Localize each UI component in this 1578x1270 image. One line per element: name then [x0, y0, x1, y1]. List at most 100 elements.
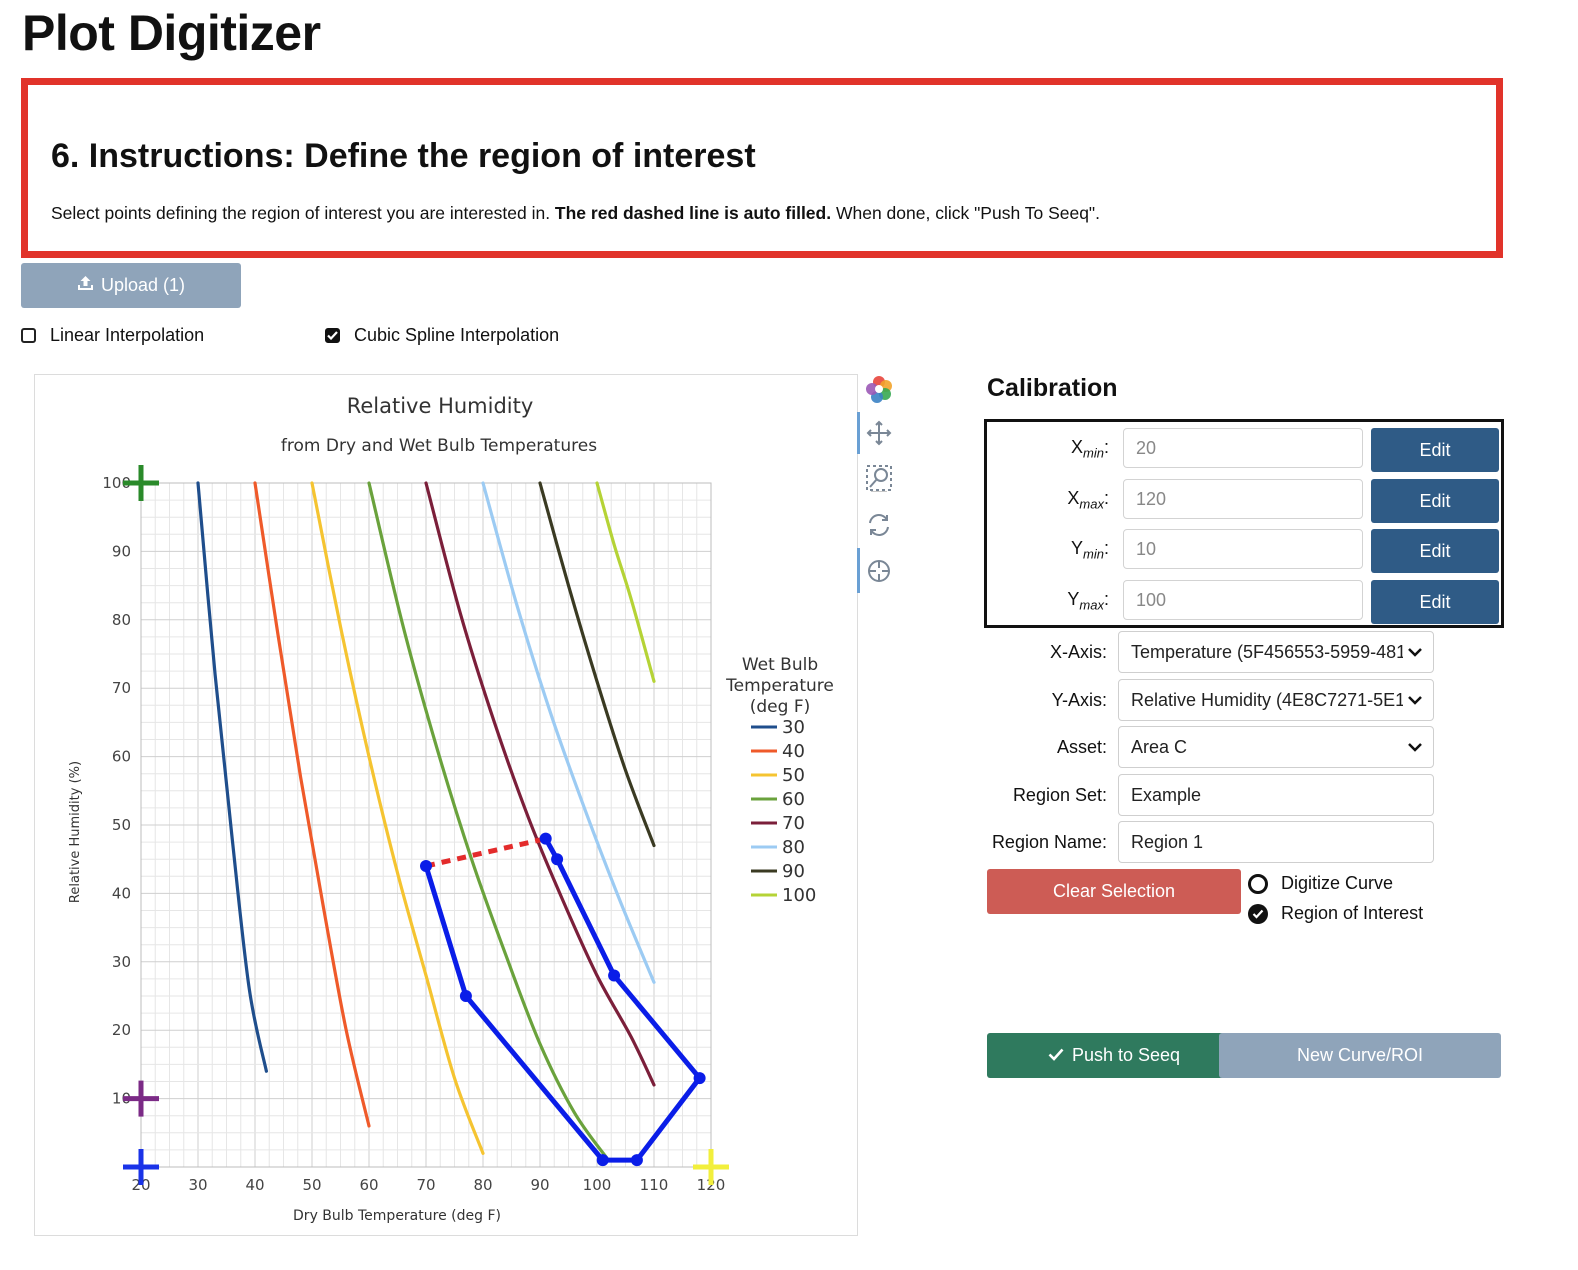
- zoom-box-icon[interactable]: [861, 460, 897, 496]
- relative-humidity-chart[interactable]: 2030405060708090100110120102030405060708…: [35, 375, 859, 1237]
- xmax-marker[interactable]: [693, 1149, 729, 1185]
- roi-polyline[interactable]: [423, 837, 703, 1163]
- y-axis-select[interactable]: Relative Humidity (4E8C7271-5E1: [1118, 679, 1434, 721]
- roi-point[interactable]: [420, 860, 432, 873]
- ymin-marker[interactable]: [123, 1080, 159, 1117]
- y-tick-label: 10: [112, 1090, 131, 1108]
- chevron-down-icon: [1403, 632, 1423, 672]
- legend-label-80: 80: [782, 837, 805, 858]
- toolbar-divider: [861, 490, 897, 492]
- instructions-heading: 6. Instructions: Define the region of in…: [51, 137, 756, 175]
- asset-label-text: Asset:: [1056, 737, 1107, 757]
- x-tick-label: 90: [530, 1176, 549, 1194]
- series-line-70: [424, 481, 656, 1087]
- calibration-row-ymax: Ymax: 100 Edit: [987, 577, 1501, 624]
- roi-point[interactable]: [596, 1154, 609, 1167]
- instructions-panel: 6. Instructions: Define the region of in…: [21, 78, 1503, 258]
- xmax-input[interactable]: 120: [1123, 479, 1363, 519]
- upload-label: Upload (1): [100, 275, 186, 295]
- legend-label-40: 40: [782, 741, 805, 762]
- calibration-row-xmax: Xmax: 120 Edit: [987, 476, 1501, 523]
- digitize-curve-option[interactable]: Digitize Curve: [1248, 873, 1393, 894]
- xmin-edit-button[interactable]: Edit: [1371, 428, 1499, 472]
- y-tick-label: 90: [112, 542, 131, 560]
- chart-title: Relative Humidity: [347, 394, 534, 418]
- digitize-curve-label: Digitize Curve: [1281, 873, 1394, 893]
- roi-point[interactable]: [539, 832, 552, 845]
- y-tick-label: 60: [112, 748, 131, 766]
- reset-icon[interactable]: [861, 507, 897, 543]
- xmax-edit-button[interactable]: Edit: [1371, 479, 1499, 523]
- series-line-60: [367, 481, 610, 1162]
- ymax-marker[interactable]: [123, 465, 159, 501]
- xmin-label: Xmin:: [1071, 437, 1109, 461]
- crosshair-icon[interactable]: [861, 553, 897, 589]
- calibration-row-xmin: Xmin: 20 Edit: [987, 425, 1501, 472]
- xmin-marker[interactable]: [123, 1149, 159, 1185]
- x-tick-label: 110: [640, 1176, 669, 1194]
- linear-interpolation-option[interactable]: Linear Interpolation: [21, 325, 204, 346]
- region-of-interest-label: Region of Interest: [1281, 903, 1424, 923]
- y-axis-row: Y-Axis: Relative Humidity (4E8C7271-5E1: [987, 679, 1434, 721]
- ymax-edit-button[interactable]: Edit: [1371, 580, 1499, 624]
- region-set-label-text: Region Set:: [1012, 785, 1107, 805]
- roi-point[interactable]: [608, 969, 621, 982]
- x-tick-label: 60: [359, 1176, 378, 1194]
- clear-selection-button[interactable]: Clear Selection: [987, 869, 1241, 914]
- linear-interpolation-checkbox[interactable]: [21, 328, 36, 343]
- roi-point[interactable]: [693, 1072, 706, 1085]
- xmax-label: Xmax:: [1067, 488, 1109, 512]
- x-tick-label: 70: [416, 1176, 435, 1194]
- chart-canvas[interactable]: 2030405060708090100110120102030405060708…: [34, 374, 858, 1236]
- upload-icon: [77, 275, 94, 296]
- roi-point[interactable]: [630, 1154, 643, 1167]
- linear-interpolation-label: Linear Interpolation: [50, 325, 205, 345]
- x-tick-label: 80: [473, 1176, 492, 1194]
- upload-button[interactable]: Upload (1): [21, 263, 241, 308]
- region-name-input[interactable]: Region 1: [1118, 821, 1434, 863]
- series-line-50: [310, 481, 485, 1155]
- ymin-label: Ymin:: [1071, 538, 1109, 562]
- region-of-interest-radio[interactable]: [1248, 903, 1268, 924]
- roi-auto-fill-line: [425, 836, 547, 869]
- cubic-spline-option[interactable]: Cubic Spline Interpolation: [325, 325, 559, 346]
- roi-point[interactable]: [459, 990, 472, 1002]
- xmin-input[interactable]: 20: [1123, 428, 1363, 468]
- series-line-40: [253, 481, 371, 1128]
- legend-title: Wet Bulb: [742, 655, 818, 675]
- ymin-input[interactable]: 10: [1123, 529, 1363, 569]
- legend-label-90: 90: [782, 861, 805, 882]
- digitize-curve-radio[interactable]: [1248, 873, 1268, 894]
- app-title: Plot Digitizer: [22, 5, 321, 61]
- y-tick-label: 80: [112, 611, 131, 629]
- x-tick-label: 100: [583, 1176, 612, 1194]
- calibration-panel: Xmin: 20 Edit Xmax: 120 Edit Ymin: 10 Ed…: [984, 419, 1504, 628]
- ymax-input[interactable]: 100: [1123, 580, 1363, 620]
- y-tick-label: 100: [102, 474, 131, 492]
- chart-subtitle: from Dry and Wet Bulb Temperatures: [281, 436, 597, 456]
- chevron-down-icon: [1403, 727, 1423, 767]
- region-set-input[interactable]: Example: [1118, 774, 1434, 816]
- y-tick-label: 20: [112, 1021, 131, 1039]
- x-axis-select-value: Temperature (5F456553-5959-481: [1131, 642, 1407, 662]
- x-axis-select[interactable]: Temperature (5F456553-5959-481: [1118, 631, 1434, 673]
- ymin-edit-button[interactable]: Edit: [1371, 529, 1499, 573]
- asset-select[interactable]: Area C: [1118, 726, 1434, 768]
- x-axis-label: Dry Bulb Temperature (deg F): [293, 1208, 501, 1224]
- pan-icon[interactable]: [861, 415, 897, 451]
- toolbar-group-marker: [857, 548, 860, 593]
- series-line-90: [538, 481, 656, 848]
- cubic-spline-checkbox[interactable]: [325, 328, 340, 343]
- y-tick-label: 50: [112, 816, 131, 834]
- region-name-label-text: Region Name:: [991, 832, 1107, 852]
- instructions-text-end: When done, click "Push To Seeq".: [831, 203, 1101, 223]
- series-line-80: [481, 481, 656, 984]
- logo-icon[interactable]: [861, 371, 897, 407]
- push-to-seeq-button[interactable]: Push to Seeq: [987, 1033, 1241, 1078]
- legend-label-70: 70: [782, 813, 805, 834]
- new-curve-roi-button[interactable]: New Curve/ROI: [1219, 1033, 1501, 1078]
- region-of-interest-option[interactable]: Region of Interest: [1248, 903, 1423, 924]
- legend-label-60: 60: [782, 789, 805, 810]
- chevron-down-icon: [1403, 680, 1423, 720]
- roi-point[interactable]: [551, 853, 564, 866]
